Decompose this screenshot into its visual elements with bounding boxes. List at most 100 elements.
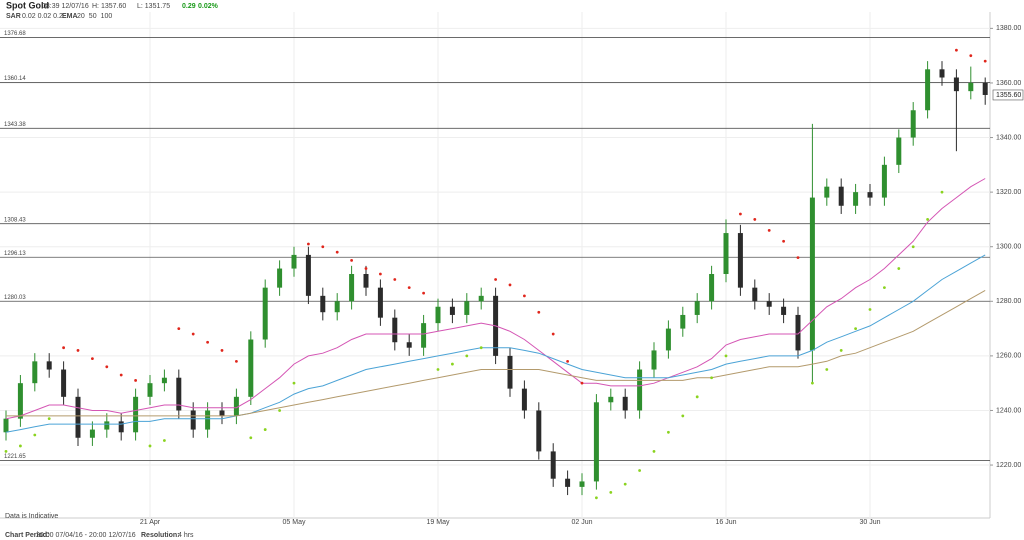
sar-dot	[638, 469, 641, 472]
candle-body	[161, 377, 167, 384]
resolution-label: Resolution:	[141, 532, 180, 539]
candle-body	[233, 396, 239, 416]
candle-body	[305, 254, 311, 296]
sar-label: SAR	[6, 13, 21, 20]
sar-dot	[47, 417, 51, 421]
sar-dot	[609, 490, 613, 494]
sar-dot	[926, 218, 929, 221]
level-label: 1296.13	[4, 251, 26, 257]
y-tick-label: 1380.00	[996, 25, 1021, 32]
y-tick-label: 1360.00	[996, 80, 1021, 87]
last-price-label: 1355.60	[996, 92, 1021, 99]
candle-body	[925, 69, 931, 111]
x-tick-label: 02 Jun	[571, 519, 592, 526]
x-tick-label: 05 May	[283, 519, 306, 526]
period-label: Chart Period:	[5, 532, 49, 539]
candle-body	[118, 421, 124, 433]
sar-dot	[191, 332, 195, 336]
level-label: 1308.43	[4, 217, 26, 223]
sar-dot	[379, 272, 382, 276]
candle-body	[262, 287, 268, 340]
x-tick-label: 30 Jun	[859, 519, 880, 526]
sar-dot	[940, 190, 944, 194]
sar-dot	[364, 267, 368, 270]
candle-body	[104, 421, 110, 430]
candle-body	[737, 233, 743, 288]
candle-body	[824, 186, 830, 198]
sar-params: 0.02 0.02 0.2	[22, 13, 63, 20]
sar-dot	[4, 450, 8, 453]
candle-body	[75, 396, 81, 438]
candle-body	[752, 287, 758, 302]
sar-dot	[739, 212, 742, 216]
sar-dot	[753, 218, 757, 221]
sar-dot	[724, 354, 728, 358]
sar-dot	[163, 439, 166, 442]
level-label: 1280.03	[4, 295, 26, 301]
sar-dot	[652, 450, 656, 453]
resolution: 4 hrs	[178, 532, 194, 539]
sar-dot	[76, 349, 80, 352]
sar-dot	[523, 294, 526, 298]
sar-dot	[796, 256, 800, 260]
candle-body	[46, 361, 52, 370]
ema-line	[6, 289, 986, 417]
y-tick-label: 1320.00	[996, 189, 1021, 196]
candle-body	[17, 383, 23, 419]
change: 0.29	[182, 3, 196, 10]
candle-body	[565, 478, 571, 487]
title: Spot Gold	[6, 0, 49, 10]
candle-body	[939, 69, 945, 78]
sar-dot	[580, 381, 584, 385]
sar-dot	[883, 286, 886, 290]
ema-line	[5, 178, 986, 420]
sar-dot	[148, 444, 152, 448]
sar-dot	[119, 373, 123, 377]
candle-body	[694, 301, 700, 315]
y-tick-label: 1280.00	[996, 298, 1021, 305]
sar-dot	[839, 349, 843, 352]
candle-body	[795, 314, 801, 351]
candle-body	[723, 233, 729, 275]
candle-body	[579, 481, 585, 487]
sar-dot	[897, 267, 901, 270]
sar-dot	[465, 354, 469, 358]
y-tick-label: 1220.00	[996, 462, 1021, 469]
sar-dot	[767, 228, 771, 232]
sar-dot	[782, 239, 785, 243]
candle-body	[205, 410, 211, 430]
sar-dot	[307, 242, 310, 246]
sar-dot	[695, 395, 699, 399]
sar-dot	[825, 368, 829, 371]
sar-dot	[537, 310, 541, 314]
candle-body	[377, 287, 383, 318]
last-price-box	[992, 89, 1024, 101]
candle-body	[982, 82, 988, 95]
candle-body	[349, 274, 355, 302]
sar-dot	[62, 346, 65, 350]
legend-entry: 50	[89, 13, 97, 20]
y-tick-label: 1260.00	[996, 353, 1021, 360]
candle-body	[190, 410, 196, 430]
x-tick-label: 16 Jun	[715, 519, 736, 526]
candle-body	[593, 402, 599, 482]
sar-dot	[479, 346, 483, 350]
candle-body	[248, 339, 254, 397]
level-label: 1221.65	[4, 454, 26, 460]
sar-dot	[667, 430, 670, 434]
note: Data is Indicative	[5, 513, 58, 520]
candle-body	[953, 77, 959, 92]
candle-body	[867, 192, 873, 198]
x-tick-label: 21 Apr	[140, 519, 161, 526]
change-pct: 0.02%	[198, 3, 219, 10]
sar-dot	[710, 376, 713, 380]
time: 08:39 12/07/16	[42, 3, 89, 10]
sar-dot	[19, 444, 22, 448]
sar-dot	[263, 428, 267, 431]
candle-body	[608, 396, 614, 403]
y-tick-label: 1240.00	[996, 407, 1021, 414]
sar-dot	[33, 433, 37, 437]
candle-body	[133, 396, 139, 433]
legend-entry: 20	[77, 13, 85, 20]
sar-dot	[551, 332, 555, 336]
